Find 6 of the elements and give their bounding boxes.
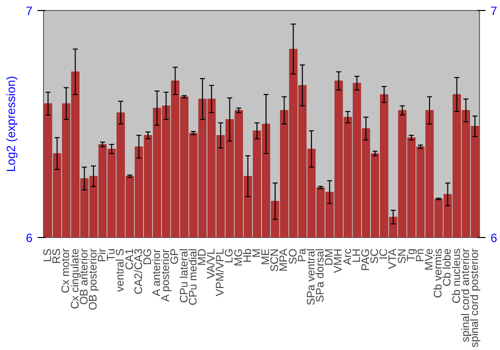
y2-tick-label: 6 [490, 231, 498, 245]
x-tick-label: DG [142, 248, 154, 265]
y2-tick-label: 7 [490, 4, 498, 18]
x-tick-label: RS [51, 248, 64, 264]
y-axis-title: Log2 (expression) [4, 76, 18, 172]
x-tick-label: CPu medial [187, 248, 200, 306]
